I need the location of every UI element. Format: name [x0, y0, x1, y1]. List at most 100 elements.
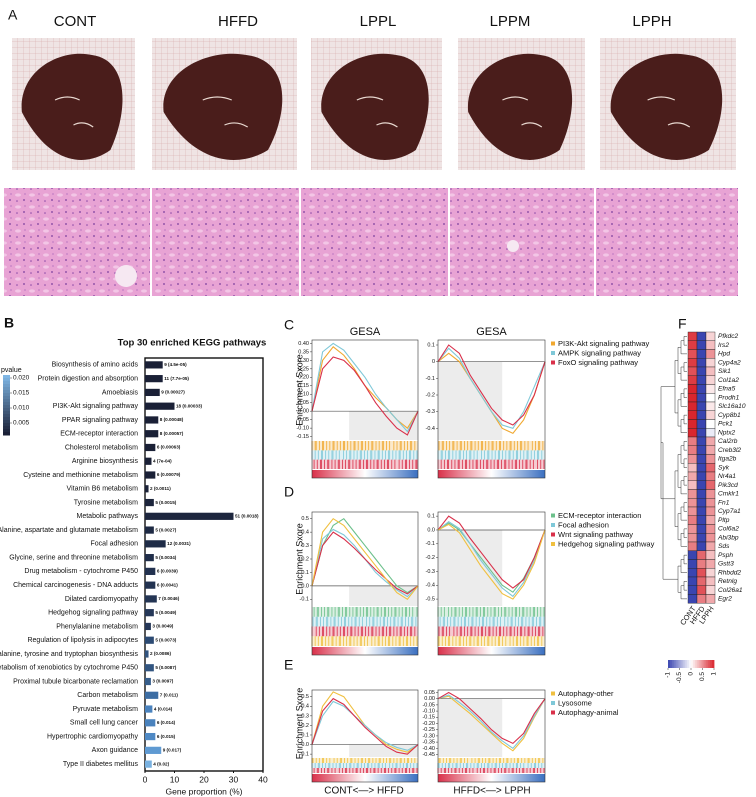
- row-label: Retnlg: [718, 578, 737, 585]
- dendrogram: [677, 347, 681, 374]
- dendrogram: [683, 414, 687, 425]
- legend-swatch: [551, 351, 555, 355]
- rug-band: [438, 441, 545, 451]
- y-tick-label: -0.4: [426, 583, 435, 589]
- y-tick-label: -0.45: [422, 752, 435, 758]
- heatmap-cell: [705, 506, 716, 516]
- heatmap-cell: [705, 401, 716, 411]
- category-label: ECM-receptor interaction: [60, 431, 138, 438]
- heatmap-cell: [696, 393, 707, 403]
- colorbar-step: [3, 420, 10, 424]
- heatmap-cell: [687, 489, 698, 499]
- y-tick-label: 0.00: [424, 696, 435, 702]
- colorbar-step: [706, 660, 709, 668]
- liver-highlight: [647, 96, 691, 128]
- heatmap-cell: [705, 524, 716, 534]
- legend-label: Autophagy-other: [558, 689, 614, 698]
- heatmap-cell: [705, 498, 716, 508]
- group-label: CONT: [54, 13, 97, 30]
- dendrogram: [674, 360, 678, 414]
- colorbar-step: [669, 660, 673, 668]
- heatmap-cell: [705, 568, 716, 578]
- heatmap-cell: [705, 366, 716, 376]
- rug-band: [438, 636, 545, 646]
- heatmap-cell: [687, 454, 698, 464]
- rank-bar: [312, 647, 418, 655]
- group-label: LPPL: [360, 13, 397, 30]
- group-label: HFFD: [218, 13, 258, 30]
- colorbar-step: [3, 384, 10, 388]
- dendrogram: [683, 502, 687, 512]
- row-label: Cyp7a1: [718, 508, 741, 515]
- row-label: Col6a2: [718, 526, 739, 533]
- enrichment-curve: [437, 344, 546, 426]
- colorbar-step: [687, 660, 690, 668]
- category-label: Biosynthesis of amino acids: [52, 362, 139, 369]
- heatmap-cell: [696, 454, 707, 464]
- colorbar-step: [696, 660, 700, 668]
- y-tick-label: 0.20: [298, 375, 309, 381]
- panel-label: C: [284, 317, 294, 333]
- rug-band: [312, 616, 418, 627]
- panel-label: A: [8, 7, 18, 23]
- bar-label: 18 (0.00033): [176, 403, 203, 408]
- colorbar-step: [673, 660, 677, 668]
- legend-swatch: [551, 341, 555, 346]
- heatmap-cell: [696, 506, 707, 516]
- colorbar-step: [689, 660, 692, 668]
- bar-label: 51 (0.0018): [235, 514, 259, 519]
- shade: [438, 529, 503, 606]
- row-label: Prodh1: [718, 394, 740, 401]
- legend-swatch: [551, 710, 555, 715]
- dendrogram: [683, 336, 687, 346]
- y-tick-label: -0.1: [426, 541, 435, 547]
- y-tick-label: 0.2: [301, 723, 309, 729]
- category-label: Small cell lung cancer: [70, 720, 139, 727]
- colorbar-step: [681, 660, 684, 668]
- heatmap-cell: [696, 384, 707, 394]
- legend-label: Focal adhesion: [558, 520, 609, 529]
- legend-swatch: [551, 360, 555, 365]
- heatmap-cell: [705, 358, 716, 368]
- rug-band: [312, 441, 418, 451]
- heatmap-cell: [687, 366, 698, 376]
- colorbar-tick-label: 0.005: [13, 420, 30, 427]
- liver: [467, 53, 573, 160]
- dendrogram: [683, 528, 687, 538]
- row-label: Psph: [718, 552, 733, 559]
- histology-image: [301, 188, 448, 296]
- liver: [163, 53, 283, 160]
- heatmap-cell: [687, 515, 698, 525]
- y-tick-label: -0.15: [422, 715, 435, 721]
- row-label: Col1a2: [718, 377, 739, 384]
- colorbar-step: [677, 660, 680, 668]
- enrichment-curve: [437, 695, 546, 752]
- heatmap-cell: [687, 498, 698, 508]
- bar-label: 9 (0.00027): [161, 390, 185, 395]
- heatmap-cell: [696, 428, 707, 438]
- bar: [145, 498, 154, 507]
- heatmap-cell: [687, 594, 698, 604]
- category-label: Regulation of lipolysis in adipocytes: [27, 637, 138, 644]
- rug-band: [312, 758, 418, 763]
- bar: [145, 540, 166, 548]
- row-label: Pck1: [718, 421, 733, 428]
- legend-swatch: [551, 542, 555, 546]
- bar-label: 5 (0.0049): [155, 610, 176, 615]
- rank-bar: [312, 774, 418, 782]
- x-tick-label: 30: [229, 774, 239, 784]
- chart-title: Top 30 enriched KEGG pathways: [118, 338, 267, 349]
- panel-label: D: [284, 484, 294, 500]
- legend-label: Wnt signaling pathway: [558, 530, 633, 539]
- liver-highlight: [356, 96, 398, 128]
- bar: [145, 677, 151, 686]
- y-tick-label: -0.10: [422, 709, 435, 715]
- bar-label: 5 (0.0087): [155, 665, 176, 670]
- enrichment-curve: [311, 697, 419, 755]
- category-label: Glycine, serine and threonine metabolism: [9, 554, 138, 561]
- heatmap-cell: [687, 576, 698, 586]
- rug-band: [438, 607, 545, 617]
- bar: [145, 595, 157, 603]
- dendrogram: [677, 399, 681, 427]
- heatmap-cell: [696, 340, 707, 350]
